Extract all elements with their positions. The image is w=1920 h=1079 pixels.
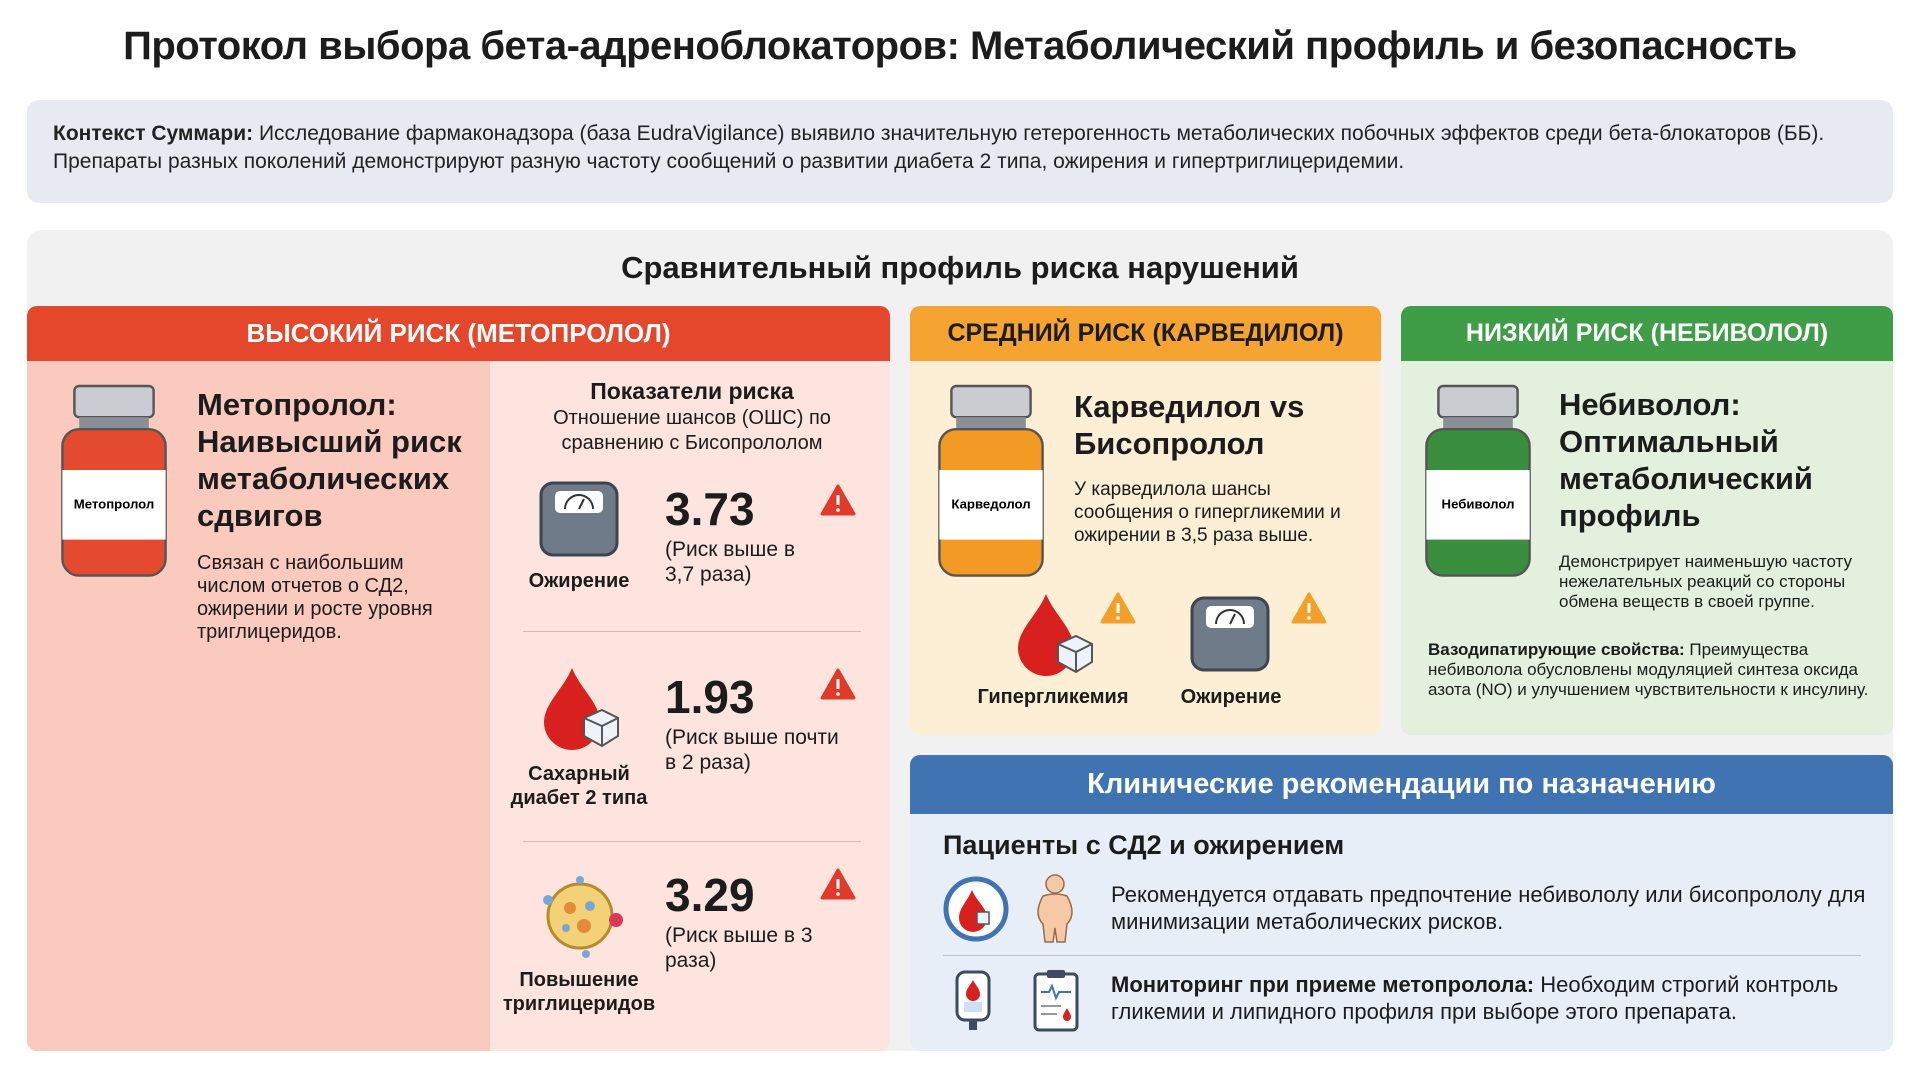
- property-label: Вазодипатирующие свойства:: [1428, 640, 1685, 659]
- high-heading: Метопролол: Наивысший риск метаболически…: [197, 387, 462, 533]
- effect-label: Гипергликемия: [977, 686, 1129, 708]
- scale-icon: [1190, 596, 1270, 672]
- low-risk-header: НИЗКИЙ РИСК (НЕБИВОЛОЛ): [1401, 306, 1893, 361]
- indicators-title: Показатели риска: [590, 378, 794, 404]
- recommendation-label: Мониторинг при приеме метопролола:: [1111, 972, 1535, 997]
- scale-icon: [539, 481, 619, 557]
- warning-icon: [820, 484, 856, 516]
- indicator-name: Ожирение: [528, 570, 630, 592]
- recommendation-text: Мониторинг при приеме метопролола: Необх…: [1111, 971, 1871, 1025]
- bottle-label: Метопролол: [74, 496, 155, 511]
- separator: [943, 955, 1861, 956]
- warning-icon: [820, 668, 856, 700]
- high-description: Связан с наибольшим числом отчетов о СД2…: [197, 552, 433, 643]
- bottle-label: Небиволол: [1442, 496, 1515, 511]
- person-icon: [1037, 874, 1073, 943]
- indicator-value: 3.29: [665, 869, 755, 921]
- context-text: Контекст Суммари: Исследование фармакона…: [53, 120, 1873, 176]
- medium-description: У карведилола шансы сообщения о гипергли…: [1074, 479, 1341, 546]
- medium-heading: Карведилол vs Бисопролол: [1074, 389, 1305, 461]
- comparison-title: Сравнительный профиль риска нарушений: [621, 250, 1299, 285]
- glucometer-icon: [955, 970, 991, 1030]
- low-property: Вазодипатирующие свойства: Преимущества …: [1428, 640, 1880, 700]
- indicator-value: 3.73: [665, 483, 755, 535]
- context-label: Контекст Суммари:: [53, 122, 254, 145]
- warning-icon: [820, 868, 856, 900]
- bottle-icon: Небиволол: [1425, 384, 1531, 577]
- indicators-subtitle: Отношение шансов (ОШС) по сравнению с Би…: [553, 407, 831, 454]
- effect-label: Ожирение: [1180, 686, 1282, 708]
- warning-icon: [1291, 592, 1327, 624]
- indicator-name: Повышение триглицеридов: [502, 969, 656, 1015]
- separator: [523, 631, 861, 632]
- warning-icon: [1100, 592, 1136, 624]
- indicator-item: Повышение триглицеридов 3.29 (Риск выше …: [500, 858, 870, 1038]
- indicator-value: 1.93: [665, 671, 755, 723]
- recommendation-body: Необходим строгий контроль гликемии и ли…: [1111, 972, 1839, 1024]
- drop-icon: [544, 668, 619, 750]
- indicator-item: Ожирение 3.73 (Риск выше в 3,7 раза): [500, 470, 870, 630]
- indicator-item: Сахарный диабет 2 типа 1.93 (Риск выше п…: [500, 658, 870, 838]
- page-title: Протокол выбора бета-адреноблокаторов: М…: [123, 24, 1797, 68]
- bottle-label: Карведолол: [951, 496, 1030, 511]
- drop-icon: [1018, 594, 1093, 676]
- low-heading: Небиволол: Оптимальный метаболический пр…: [1559, 387, 1813, 533]
- high-risk-header: ВЫСОКИЙ РИСК (МЕТОПРОЛОЛ): [27, 306, 890, 361]
- bottle-icon: Метопролол: [61, 384, 167, 577]
- recommendations-group: Пациенты с СД2 и ожирением: [943, 830, 1345, 860]
- medium-risk-header: СРЕДНИЙ РИСК (КАРВЕДИЛОЛ): [910, 306, 1381, 361]
- separator: [523, 841, 861, 842]
- property-text: Преимущества небиволола обусловлены моду…: [1428, 640, 1869, 699]
- lipid-icon: [543, 876, 623, 958]
- bottle-icon: Карведолол: [938, 384, 1044, 577]
- context-body: Исследование фармаконадзора (база EudraV…: [53, 122, 1825, 173]
- context-box: Контекст Суммари: Исследование фармакона…: [27, 100, 1893, 203]
- indicator-note: (Риск выше в 3,7 раза): [665, 538, 796, 586]
- indicator-note: (Риск выше почти в 2 раза): [665, 726, 839, 774]
- low-description: Демонстрирует наименьшую частоту нежелат…: [1559, 552, 1853, 611]
- recommendations-title: Клинические рекомендации по назначению: [910, 755, 1893, 814]
- clipboard-icon: [1033, 970, 1079, 1032]
- indicator-note: (Риск выше в 3 раза): [665, 924, 813, 972]
- diabetes-icon: [943, 876, 1009, 942]
- recommendation-text: Рекомендуется отдавать предпочтение неби…: [1111, 882, 1866, 934]
- indicator-name: Сахарный диабет 2 типа: [510, 763, 648, 809]
